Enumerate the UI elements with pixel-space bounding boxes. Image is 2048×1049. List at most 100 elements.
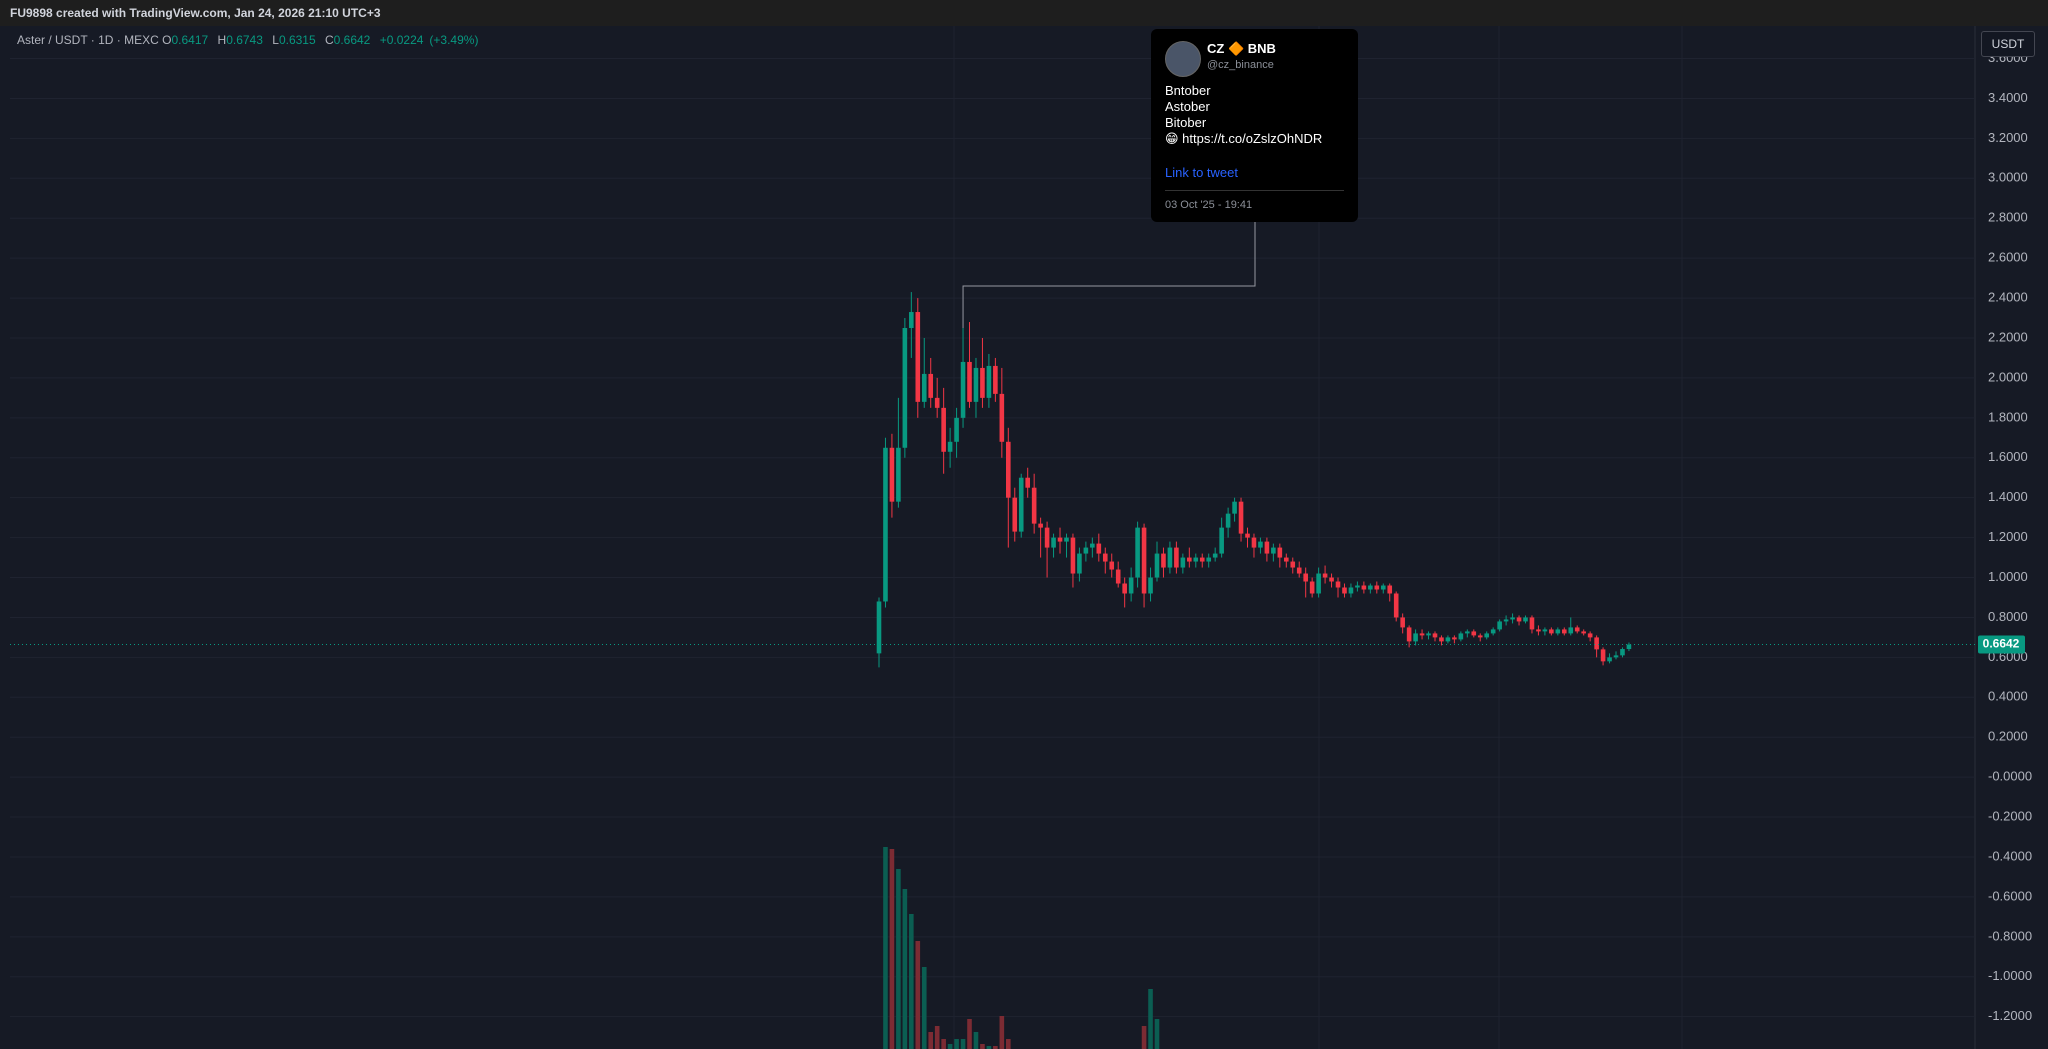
candle-body: [1290, 561, 1296, 568]
candle-body: [1258, 541, 1263, 548]
volume-bar: [1148, 989, 1153, 1049]
tweet-card: CZ 🔶 BNB @cz_binance Bntober Astober Bit…: [1151, 29, 1358, 222]
y-tick-label: 3.4000: [1988, 90, 2028, 105]
volume-bar: [999, 1016, 1005, 1049]
candle-body: [1135, 527, 1140, 578]
candle-body: [1607, 657, 1612, 662]
candle-body: [1102, 553, 1108, 562]
volume-bar: [960, 1039, 966, 1049]
candle-body: [1561, 629, 1567, 634]
candle-body: [973, 367, 979, 402]
y-tick-label: -0.0000: [1988, 769, 2032, 784]
legend-change-pct: (+3.49%): [429, 33, 479, 47]
candle-body: [1283, 557, 1289, 562]
volume-bar: [980, 1044, 985, 1049]
candle-body: [876, 601, 882, 654]
candle-body: [921, 373, 927, 402]
volume-bar: [889, 849, 895, 1049]
legend-label: O: [162, 33, 172, 47]
y-tick-label: 2.8000: [1988, 210, 2028, 225]
candle-body: [1070, 537, 1076, 574]
candle-body: [954, 417, 959, 442]
candle-body: [1161, 553, 1166, 568]
symbol-legend: Aster / USDT · 1D · MEXC O0.6417 H0.6743…: [17, 33, 484, 47]
candle-body: [1432, 633, 1438, 638]
candle-body: [1484, 633, 1490, 638]
candle-body: [1452, 637, 1457, 640]
volume-bar: [909, 914, 914, 1049]
candle-body: [1232, 501, 1237, 514]
y-tick-label: -0.6000: [1988, 888, 2032, 903]
candle-body: [1174, 547, 1179, 568]
candle-body: [1167, 547, 1173, 568]
candle-body: [993, 365, 998, 394]
candle-body: [1115, 569, 1121, 584]
candle-body: [1212, 553, 1218, 558]
candle-body: [1303, 573, 1308, 582]
candle-body: [1368, 585, 1373, 590]
candle-body: [1309, 581, 1315, 594]
candle-body: [1516, 617, 1522, 622]
y-tick-label: 1.8000: [1988, 409, 2028, 424]
candle-body: [928, 373, 934, 398]
candle-body: [1012, 497, 1018, 532]
legend-change: +0.0224: [379, 33, 424, 47]
candle-body: [1555, 629, 1561, 634]
y-tick-label: 2.4000: [1988, 290, 2028, 305]
candle-body: [1574, 627, 1580, 632]
top-bar: FU9898 created with TradingView.com, Jan…: [0, 0, 2048, 26]
volume-bar: [902, 889, 908, 1049]
candle-body: [1329, 577, 1334, 582]
candle-body: [1018, 477, 1024, 532]
y-tick-label: 1.6000: [1988, 449, 2028, 464]
candle-body: [1600, 649, 1606, 662]
candle-body: [986, 365, 992, 398]
y-tick-label: 2.6000: [1988, 250, 2028, 265]
candle-body: [1536, 629, 1541, 632]
currency-button[interactable]: USDT: [1981, 31, 2035, 57]
volume-bar: [986, 1046, 992, 1049]
volume-bar: [993, 1046, 998, 1049]
candle-body: [915, 312, 921, 402]
y-tick-label: 3.0000: [1988, 170, 2028, 185]
legend-value: 0.6642: [333, 33, 371, 47]
legend-value: 0.6743: [226, 33, 263, 47]
candle-body: [1549, 629, 1554, 634]
candle-body: [1251, 537, 1257, 548]
legend-label: L: [272, 33, 279, 47]
candle-body: [1193, 557, 1199, 562]
candle-body: [1277, 547, 1283, 558]
candle-body: [1471, 631, 1477, 636]
candle-body: [1006, 441, 1011, 498]
candle-body: [1490, 629, 1496, 634]
volume-bar: [941, 1039, 946, 1049]
tweet-body: Bntober Astober Bitober 😁 https://t.co/o…: [1165, 83, 1322, 147]
tweet-handle: @cz_binance: [1207, 59, 1274, 71]
candle-body: [1219, 527, 1224, 554]
tweet-link[interactable]: Link to tweet: [1165, 165, 1238, 180]
candle-body: [1342, 587, 1347, 594]
volume-bar: [928, 1032, 934, 1049]
y-tick-label: 1.0000: [1988, 569, 2028, 584]
candle-body: [1393, 593, 1399, 618]
candle-body: [1445, 637, 1451, 642]
y-tick-label: -1.2000: [1988, 1008, 2032, 1023]
y-tick-label: 1.2000: [1988, 529, 2028, 544]
candle-body: [1613, 655, 1619, 658]
avatar: [1165, 41, 1201, 77]
candle-body: [980, 367, 985, 398]
candle-body: [1439, 637, 1444, 642]
volume-bar: [1141, 1026, 1147, 1049]
candle-body: [1477, 635, 1483, 638]
candle-body: [1413, 633, 1418, 642]
volume-bar: [947, 1044, 953, 1049]
tweet-author: CZ 🔶 BNB: [1207, 41, 1276, 56]
candle-body: [1594, 637, 1599, 650]
candle-body: [1225, 513, 1231, 528]
candle-body: [1245, 533, 1250, 538]
tweet-line: Bntober: [1165, 83, 1211, 98]
candle-body: [960, 361, 966, 418]
volume-bar: [973, 1032, 979, 1049]
